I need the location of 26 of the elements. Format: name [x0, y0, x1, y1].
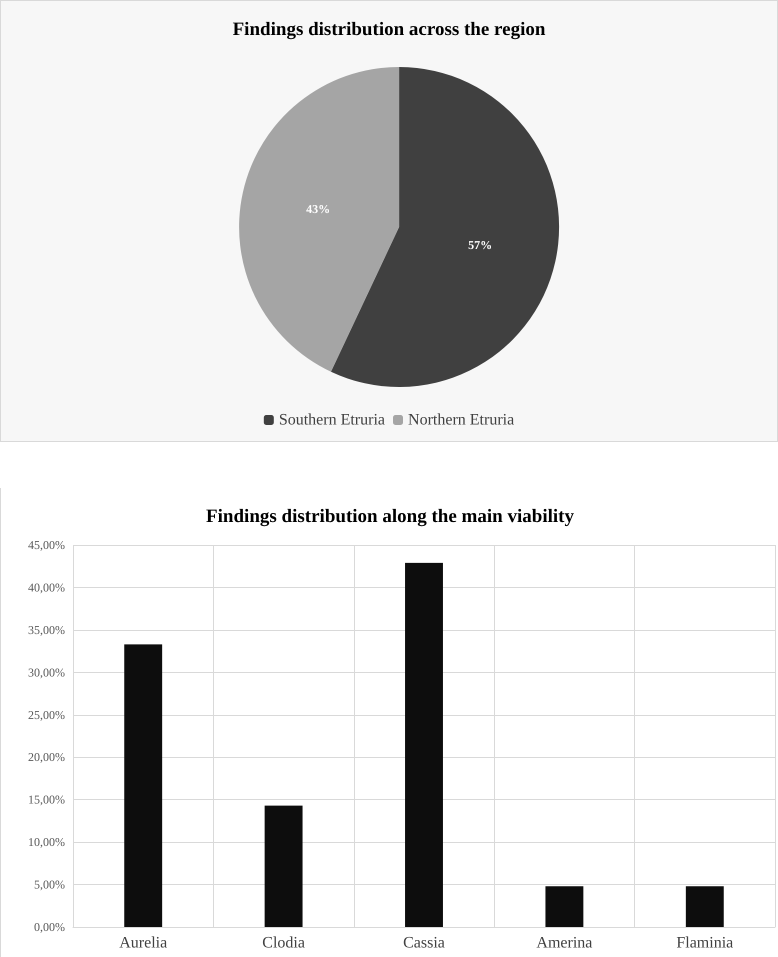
y-tick-label: 30,00%: [28, 665, 65, 680]
bar: [545, 886, 584, 927]
bar: [264, 806, 303, 927]
legend-label: Northern Etruria: [408, 412, 514, 428]
x-tick-label: Aurelia: [119, 934, 168, 952]
y-tick-label: 15,00%: [28, 792, 65, 807]
y-tick-label: 40,00%: [28, 580, 65, 594]
y-tick-label: 10,00%: [28, 835, 65, 850]
y-tick-label: 5,00%: [34, 878, 65, 892]
y-tick-label: 35,00%: [28, 622, 65, 637]
chart-title: Findings distribution along the main viability: [206, 506, 574, 527]
y-tick-label: 25,00%: [28, 708, 65, 722]
legend-label: Southern Etruria: [278, 412, 386, 428]
bar: [405, 562, 443, 927]
data-label: 57%: [468, 238, 492, 252]
bar: [686, 886, 724, 927]
bar: [124, 644, 162, 927]
x-tick-label: Cassia: [403, 934, 445, 952]
y-tick-label: 20,00%: [28, 750, 65, 764]
y-tick-label: 45,00%: [28, 538, 65, 552]
x-tick-label: Clodia: [262, 934, 305, 952]
data-label: 43%: [306, 202, 330, 216]
x-tick-label: Amerina: [536, 934, 592, 952]
chart-title: Findings distribution across the region: [232, 19, 546, 40]
y-tick-label: 0,00%: [34, 920, 65, 934]
x-tick-label: Flaminia: [676, 934, 734, 952]
